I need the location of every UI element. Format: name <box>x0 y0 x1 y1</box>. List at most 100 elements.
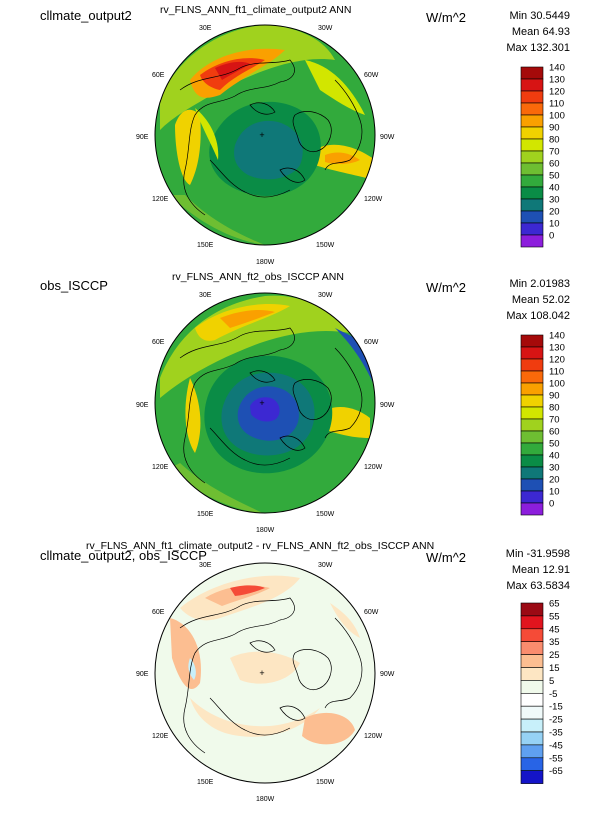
lon-label-60e: 60E <box>152 72 165 79</box>
lon-label-120e: 120E <box>152 733 169 740</box>
field-region <box>160 25 335 130</box>
panel-obs-isccp: obs_ISCCP rv_FLNS_ANN_ft2_obs_ISCCP ANN … <box>0 270 606 540</box>
pole-marker-icon: + <box>259 668 264 678</box>
colorbar-swatch <box>520 744 544 759</box>
colorbar-swatch <box>520 406 544 420</box>
stat-min: Min -31.9598 <box>505 548 570 560</box>
field-region <box>188 658 196 680</box>
map-outline <box>154 24 376 246</box>
stat-max: Max 132.301 <box>506 42 570 54</box>
colorbar-swatch <box>520 382 544 396</box>
colorbar-tick-label: -55 <box>549 753 563 764</box>
colorbar-swatch <box>520 602 544 617</box>
field-region <box>230 585 265 596</box>
colorbar-tick-label: 50 <box>549 171 560 182</box>
field-region <box>320 406 370 438</box>
colorbar-swatch <box>520 358 544 372</box>
case-name: obs_ISCCP <box>40 278 108 293</box>
panel-climate-output2: cllmate_output2 rv_FLNS_ANN_ft1_climate_… <box>0 0 606 270</box>
case-name: cllmate_output2 <box>40 8 132 23</box>
lon-label-150e: 150E <box>197 242 214 249</box>
stat-min: Min 2.01983 <box>509 278 570 290</box>
colorbar-tick-label: 130 <box>549 343 565 354</box>
field-region <box>250 397 280 422</box>
lon-label-90w: 90W <box>380 134 395 141</box>
lon-label-30w: 30W <box>318 25 333 32</box>
colorbar-swatch <box>520 222 544 236</box>
colorbar-tick-label: 10 <box>549 487 560 498</box>
colorbar-tick-label: 10 <box>549 219 560 230</box>
colorbar-tick-label: 110 <box>549 367 564 378</box>
plot-title: rv_FLNS_ANN_ft2_obs_ISCCP ANN <box>172 271 344 283</box>
colorbar-tick-label: 110 <box>549 99 564 110</box>
field-region <box>175 109 201 185</box>
colorbar-swatch <box>520 370 544 384</box>
lon-label-150w: 150W <box>316 511 335 518</box>
colorbar-tick-label: 45 <box>549 624 560 635</box>
colorbar-swatch <box>520 346 544 360</box>
colorbar-tick-label: 90 <box>549 391 560 402</box>
colorbar-swatch <box>520 731 544 746</box>
lon-label-60e: 60E <box>152 609 165 616</box>
lon-label-120w: 120W <box>364 464 383 471</box>
colorbar-swatch <box>520 466 544 480</box>
colorbar-tick-label: 60 <box>549 159 560 170</box>
stat-max: Max 108.042 <box>506 310 570 322</box>
colorbar-swatch <box>520 186 544 200</box>
colorbar-tick-label: 30 <box>549 463 560 474</box>
colorbar-tick-label: 30 <box>549 195 560 206</box>
colorbar-tick-label: 120 <box>549 355 565 366</box>
lon-label-90e: 90E <box>136 134 149 141</box>
colorbar-tick-label: 40 <box>549 183 560 194</box>
plot-title: rv_FLNS_ANN_ft1_climate_output2 ANN <box>160 4 352 16</box>
lon-label-180w: 180W <box>256 259 275 266</box>
polar-map: + <box>154 562 376 784</box>
colorbar-tick-label: 25 <box>549 650 560 661</box>
colorbar-tick-label: 60 <box>549 427 560 438</box>
colorbar-swatch <box>520 162 544 176</box>
colorbar-swatch <box>520 114 544 128</box>
pole-marker-icon: + <box>259 398 264 408</box>
colorbar-tick-label: 80 <box>549 135 560 146</box>
field-region <box>325 152 360 165</box>
colorbar-swatch <box>520 490 544 504</box>
colorbar-tick-label: 100 <box>549 111 565 122</box>
lon-label-90e: 90E <box>136 402 149 409</box>
lon-label-60w: 60W <box>364 339 379 346</box>
colorbar-tick-label: 120 <box>549 87 565 98</box>
map-outline <box>154 562 376 784</box>
colorbar-swatch <box>520 628 544 642</box>
field-region <box>195 108 219 160</box>
field-region <box>234 120 303 180</box>
colorbar-tick-label: 70 <box>549 147 560 158</box>
colorbar-tick-label: 90 <box>549 123 560 134</box>
lon-label-90e: 90E <box>136 671 149 678</box>
colorbar-swatch <box>520 442 544 456</box>
lon-label-120w: 120W <box>364 733 383 740</box>
colorbar-tick-label: 0 <box>549 499 554 510</box>
colorbar-swatch <box>520 418 544 432</box>
field-region <box>305 60 365 115</box>
polar-map: + <box>154 292 376 514</box>
field-region <box>185 378 201 453</box>
coastlines <box>179 597 363 754</box>
case-name: cllmate_output2, obs_ISCCP <box>40 548 207 563</box>
colorbar-swatch <box>520 234 544 248</box>
plot-title: rv_FLNS_ANN_ft1_climate_output2 - rv_FLN… <box>86 540 435 552</box>
colorbar-tick-label: -25 <box>549 715 563 726</box>
colorbar-tick-label: 55 <box>549 611 560 622</box>
lon-label-120e: 120E <box>152 196 169 203</box>
pole-marker-icon: + <box>259 130 264 140</box>
colorbar-tick-label: -5 <box>549 689 557 700</box>
colorbar-swatch <box>520 757 544 772</box>
colorbar-swatch <box>520 138 544 152</box>
units-label: W/m^2 <box>426 550 467 565</box>
lon-label-150w: 150W <box>316 779 335 786</box>
map-outline <box>154 292 376 514</box>
colorbar-tick-label: 80 <box>549 403 560 414</box>
stat-max: Max 63.5834 <box>506 580 570 592</box>
field-region <box>220 310 275 328</box>
colorbar-tick-label: -45 <box>549 740 563 751</box>
colorbar-tick-label: 50 <box>549 439 560 450</box>
